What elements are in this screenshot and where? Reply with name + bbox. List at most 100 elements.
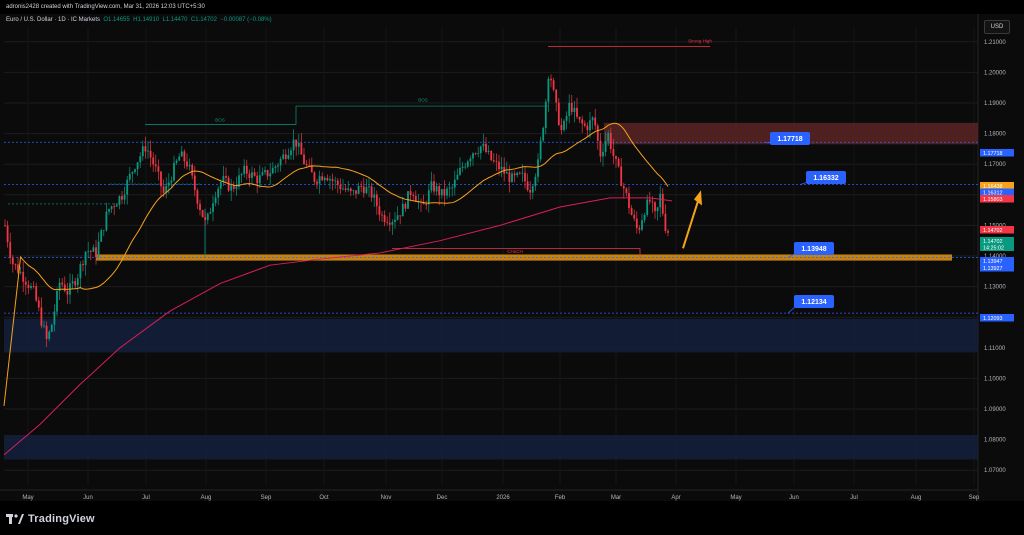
candle-body — [113, 206, 115, 207]
footer: TradingView — [0, 501, 1024, 535]
candle-body — [82, 264, 84, 265]
candle-body — [371, 186, 373, 197]
candle-body — [67, 291, 69, 295]
candle-body — [524, 173, 526, 182]
callout-label: 1.13948 — [801, 246, 826, 253]
candle-body — [654, 202, 656, 211]
candle-body — [30, 286, 32, 288]
candle-body — [537, 159, 539, 177]
candle-body — [477, 153, 479, 154]
annotation-label: BOS — [418, 97, 428, 102]
candle-body — [100, 230, 102, 241]
candle-body — [462, 167, 464, 168]
price-tag-label: 1.14702 — [983, 228, 1003, 234]
candle-body — [7, 226, 9, 243]
candle-body — [249, 174, 251, 178]
candle-body — [353, 190, 355, 191]
candle-body — [80, 264, 82, 278]
candle-body — [171, 180, 173, 182]
tradingview-logo[interactable]: TradingView — [6, 512, 95, 526]
callout-label: 1.17718 — [777, 136, 802, 143]
candle-body — [139, 156, 141, 162]
candle-body — [568, 103, 570, 116]
candle-body — [431, 181, 433, 190]
candle-body — [386, 222, 388, 223]
candle-body — [618, 159, 620, 166]
candle-body — [155, 164, 157, 166]
candle-body — [444, 189, 446, 195]
candle-body — [61, 283, 63, 285]
chart-panel[interactable]: Euro / U.S. Dollar · 1D · IC Markets O1.… — [0, 14, 1024, 501]
candle-body — [652, 202, 654, 203]
candle-body — [488, 151, 490, 152]
candle-body — [189, 165, 191, 166]
candle-body — [147, 151, 149, 152]
y-tick-label: 1.13000 — [984, 285, 1006, 291]
candle-body — [145, 146, 147, 151]
candle-body — [449, 188, 451, 189]
candle-body — [475, 153, 477, 154]
candle-body — [340, 185, 342, 189]
candle-body — [540, 141, 542, 160]
candle-body — [225, 176, 227, 178]
candle-body — [561, 125, 563, 130]
candle-body — [397, 215, 399, 219]
candle-body — [87, 251, 89, 252]
candle-body — [542, 128, 544, 141]
candle-body — [402, 204, 404, 216]
candle-body — [631, 208, 633, 215]
candle-body — [574, 108, 576, 112]
candle-body — [64, 284, 66, 291]
candle-body — [46, 326, 48, 339]
candle-body — [464, 167, 466, 168]
candle-body — [243, 166, 245, 174]
candle-body — [137, 162, 139, 169]
chart-header: adronis2428 created with TradingView.com… — [0, 0, 1024, 14]
ema-fast-line — [4, 123, 668, 406]
candle-body — [275, 167, 277, 168]
price-chart[interactable]: 1.210001.200001.190001.180001.170001.160… — [0, 14, 1024, 501]
candle-body — [160, 172, 162, 187]
candle-body — [493, 160, 495, 161]
candle-body — [277, 165, 279, 166]
candle-body — [111, 206, 113, 209]
candle-body — [173, 163, 175, 181]
candle-body — [553, 80, 555, 90]
candle-body — [194, 176, 196, 191]
candle-body — [441, 189, 443, 195]
candle-body — [358, 186, 360, 194]
candle-body — [334, 181, 336, 182]
candle-body — [454, 180, 456, 188]
candle-body — [428, 190, 430, 204]
candle-body — [108, 209, 110, 212]
candle-body — [405, 204, 407, 209]
candle-body — [293, 140, 295, 151]
zone-demand-1 — [4, 319, 978, 353]
candle-body — [628, 193, 630, 208]
candle-body — [298, 143, 300, 147]
candle-body — [485, 144, 487, 152]
candle-body — [646, 200, 648, 215]
candle-body — [480, 146, 482, 153]
candle-body — [332, 179, 334, 181]
candle-body — [246, 166, 248, 174]
candle-body — [126, 180, 128, 195]
candle-body — [558, 102, 560, 124]
candle-body — [77, 278, 79, 285]
candle-body — [269, 173, 271, 176]
y-tick-label: 1.11000 — [984, 346, 1006, 352]
price-tag-label: 1.15803 — [983, 197, 1003, 203]
candle-body — [207, 214, 209, 220]
candle-body — [659, 194, 661, 208]
candle-body — [639, 228, 641, 230]
candle-body — [54, 312, 56, 325]
annotation-label: CHoCH — [507, 249, 523, 254]
candle-body — [178, 157, 180, 161]
candle-body — [342, 188, 344, 189]
candle-body — [394, 220, 396, 222]
candle-body — [85, 252, 87, 265]
candle-body — [142, 146, 144, 156]
candle-body — [613, 149, 615, 156]
candle-body — [295, 140, 297, 147]
candle-body — [12, 258, 14, 264]
